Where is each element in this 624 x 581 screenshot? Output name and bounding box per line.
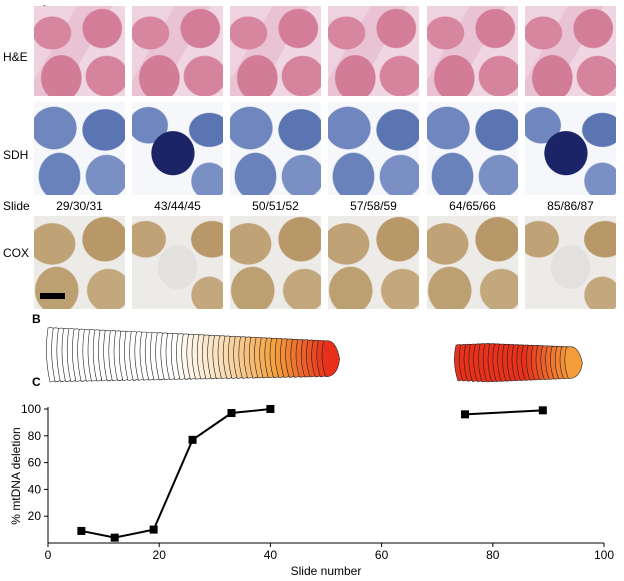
mtdna-deletion-chart: 0 20 40 60 80 100 20 40 60 80 100 Slide number % mtD… (9, 402, 614, 578)
panel-label-c: C (32, 375, 41, 389)
cox-micrograph-6 (525, 216, 616, 309)
data-point (266, 405, 275, 413)
he-micrograph-2 (132, 6, 223, 96)
slide-number-2: 43/44/45 (154, 199, 201, 213)
row-label-slide: Slide (3, 199, 30, 213)
he-micrograph-5 (427, 6, 518, 96)
he-micrograph-3 (230, 6, 321, 96)
sdh-micrograph-4 (328, 102, 419, 195)
fibre-section (564, 346, 583, 379)
x-tick-label: 100 (594, 548, 614, 562)
y-tick-label: 40 (28, 482, 42, 496)
data-point (149, 525, 158, 534)
data-point (538, 406, 547, 415)
row-label-cox: COX (3, 246, 30, 260)
data-point (461, 410, 469, 419)
cox-micrograph-4 (328, 216, 419, 309)
sdh-micrograph-3 (230, 102, 321, 195)
y-axis-label: % mtDNA deletion (9, 427, 23, 524)
fibre-reconstruction (46, 327, 583, 383)
slide-number-5: 64/65/66 (449, 199, 496, 213)
series-line (464, 409, 543, 416)
x-tick-label: 40 (264, 548, 278, 562)
cox-micrograph-3 (230, 216, 321, 309)
slide-number-6: 85/86/87 (547, 199, 594, 213)
sdh-micrograph-1 (34, 102, 125, 195)
he-micrograph-4 (328, 6, 419, 96)
data-point (188, 435, 197, 444)
panel-label-b: B (32, 312, 41, 326)
series-line (81, 408, 271, 539)
row-label-he: H&E (3, 50, 28, 64)
sdh-micrograph-6 (525, 102, 616, 195)
fibre-section (321, 340, 340, 378)
x-tick-label: 20 (153, 548, 167, 562)
slide-number-3: 50/51/52 (252, 199, 299, 213)
cox-micrograph-2 (132, 216, 223, 309)
x-tick-label: 0 (45, 548, 52, 562)
sdh-micrograph-5 (427, 102, 518, 195)
y-tick-label: 20 (28, 509, 42, 523)
y-tick-label: 80 (28, 429, 42, 443)
x-axis-label: Slide number (291, 564, 362, 578)
sdh-micrograph-2 (132, 102, 223, 195)
scale-bar (40, 293, 65, 299)
y-tick-label: 60 (28, 456, 42, 470)
slide-number-4: 57/58/59 (350, 199, 397, 213)
fibre-segment-right (454, 343, 583, 383)
x-tick-label: 60 (375, 548, 389, 562)
data-point (110, 533, 119, 542)
row-label-sdh: SDH (3, 148, 29, 162)
x-tick-label: 80 (486, 548, 500, 562)
fibre-segment-left (46, 327, 340, 383)
cox-micrograph-5 (427, 216, 518, 309)
y-tick-label: 100 (21, 402, 41, 416)
data-point (77, 526, 86, 535)
he-micrograph-1 (34, 6, 125, 96)
data-point (227, 409, 236, 418)
slide-number-1: 29/30/31 (56, 199, 103, 213)
he-micrograph-6 (525, 6, 616, 96)
